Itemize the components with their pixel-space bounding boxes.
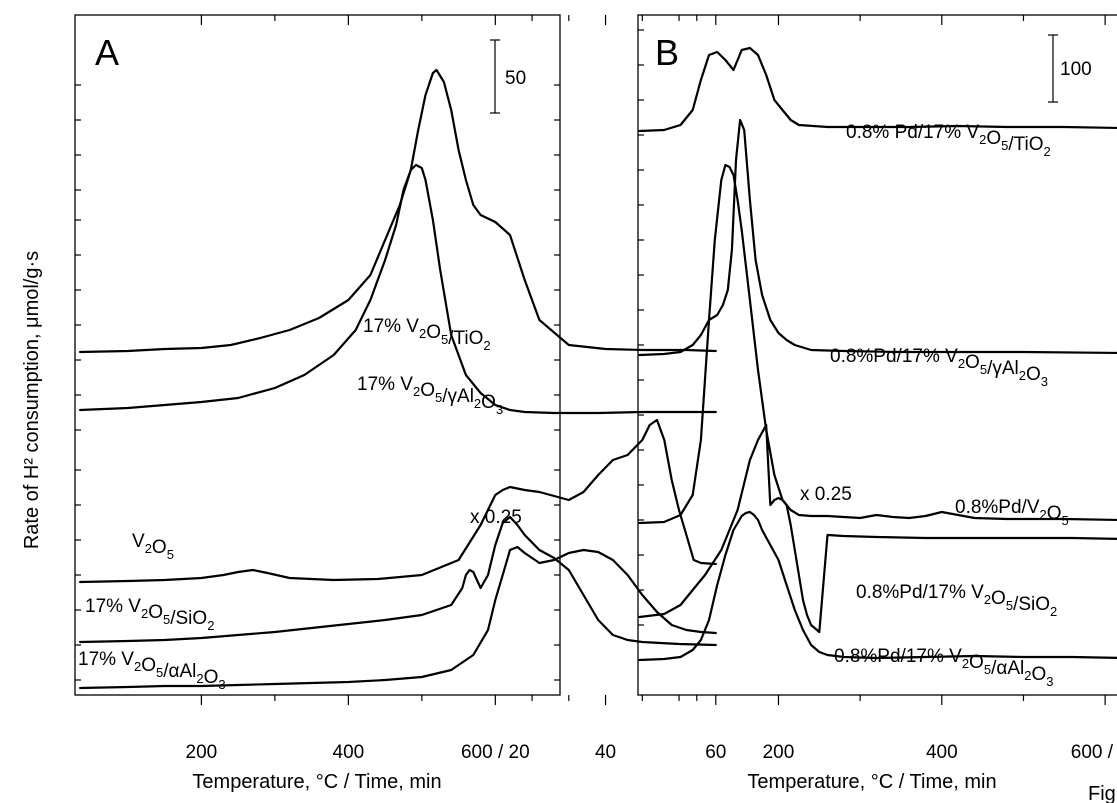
x-tick-label: 400 — [333, 742, 365, 763]
series-label-2: 0.8%Pd/17% V2O5/γAl2O3 — [830, 346, 1048, 389]
panel-a-annotation: x 0.25 — [470, 507, 522, 528]
series-label-5: 17% V2O5/αAl2O3 — [78, 649, 226, 692]
series-line-4 — [638, 423, 1117, 634]
series-line-3 — [79, 418, 717, 584]
panel-a-scale-bar-label: 50 — [505, 68, 526, 89]
panel-b-series-labels: 0.8% Pd/17% V2O5/TiO2 0.8%Pd/17% V2O5/γAl… — [830, 122, 1069, 689]
x-tick-label: 600 / 20 — [461, 742, 530, 763]
panel-b-x-axis-label: Temperature, °C / Time, min — [747, 771, 996, 793]
panel-a: A 50 x 0.25 200 400 600 / 20 40 60 17% V2O5/… — [74, 14, 727, 793]
series-label-1: 0.8% Pd/17% V2O5/TiO2 — [846, 122, 1051, 159]
series-label-4: 0.8%Pd/17% V2O5/SiO2 — [856, 582, 1057, 619]
x-tick-label: 200 — [186, 742, 218, 763]
panel-b-curves — [638, 46, 1117, 662]
x-tick-label: 60 — [705, 742, 726, 763]
series-line-1 — [79, 68, 717, 354]
panel-b: B 100 x 0.25 200 400 600 / 10 0.8% Pd/17% … — [637, 14, 1117, 793]
panel-a-y-ticks — [75, 84, 560, 681]
series-label-3: V2O5 — [132, 531, 174, 562]
x-tick-label: 600 / 10 — [1071, 742, 1117, 763]
series-label-1: 17% V2O5/TiO2 — [363, 316, 491, 353]
panel-a-x-tick-labels: 200 400 600 / 20 40 60 — [186, 742, 727, 763]
series-line-5 — [79, 545, 717, 690]
panel-b-x-tick-labels: 200 400 600 / 10 — [763, 742, 1117, 763]
panel-b-scale-bar-label: 100 — [1060, 59, 1092, 80]
series-line-5 — [638, 510, 1117, 662]
panel-a-x-ticks — [200, 15, 717, 705]
panel-a-frame — [74, 14, 561, 696]
series-line-2 — [638, 118, 1117, 357]
series-line-2 — [79, 163, 717, 415]
panel-a-series-labels: 17% V2O5/TiO2 17% V2O5/γAl2O3 V2O5 17% V2O5… — [78, 316, 503, 692]
panel-a-curves — [79, 68, 717, 690]
panel-b-frame — [637, 14, 1117, 696]
panel-a-label: A — [95, 32, 119, 73]
panel-b-annotation: x 0.25 — [800, 484, 852, 505]
panel-a-x-axis-label: Temperature, °C / Time, min — [192, 771, 441, 793]
series-label-5: 0.8%Pd/17% V2O5/αAl2O3 — [834, 646, 1053, 689]
figure-corner-text: Fig — [1088, 783, 1116, 803]
x-tick-label: 40 — [595, 742, 616, 763]
panel-b-x-ticks — [696, 15, 1106, 705]
panel-b-scale-bar: 100 — [1048, 34, 1092, 103]
y-axis-label: Rate of H² consumption, μmol/g·s — [21, 251, 43, 549]
series-line-3 — [638, 163, 1117, 525]
series-label-3: 0.8%Pd/V2O5 — [955, 497, 1069, 528]
x-tick-label: 400 — [926, 742, 958, 763]
series-label-2: 17% V2O5/γAl2O3 — [357, 374, 503, 417]
panel-b-label: B — [655, 32, 679, 73]
panel-a-scale-bar: 50 — [490, 39, 526, 114]
series-line-1 — [638, 46, 1117, 133]
series-line-4 — [79, 515, 717, 647]
series-label-4: 17% V2O5/SiO2 — [85, 596, 214, 633]
x-tick-label: 200 — [763, 742, 795, 763]
